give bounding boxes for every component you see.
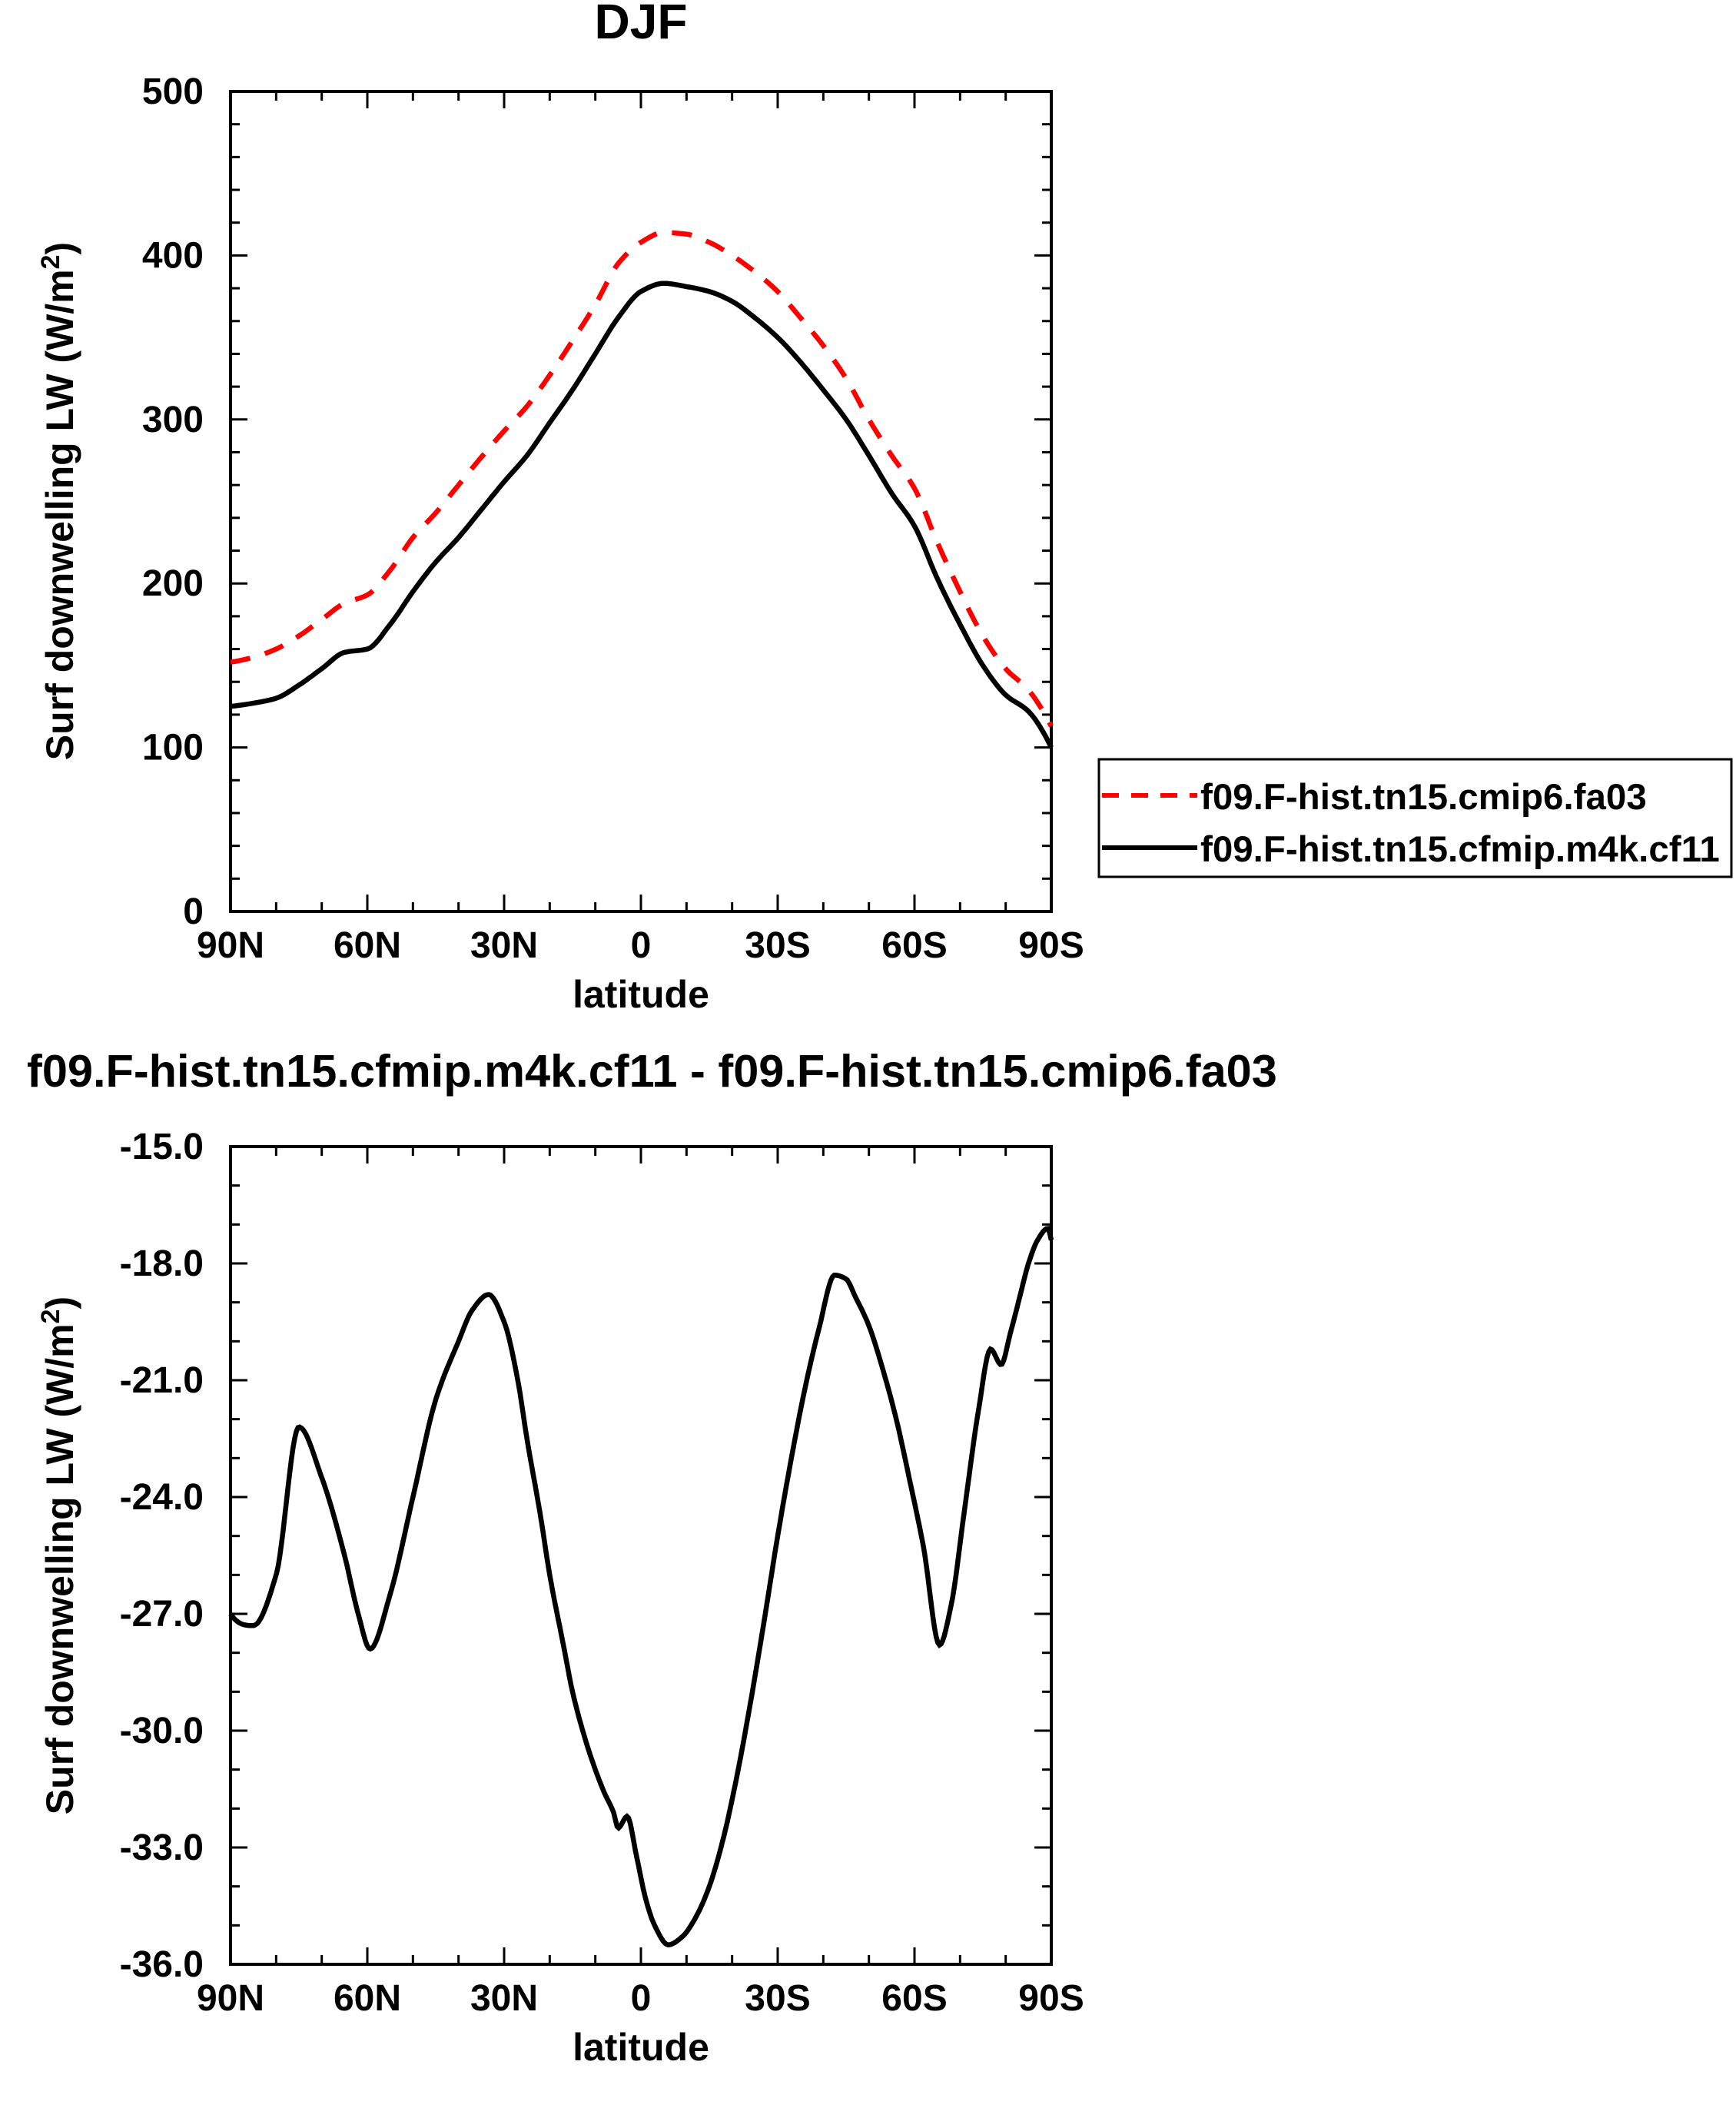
svg-text:30S: 30S bbox=[745, 925, 810, 966]
svg-text:f09.F-hist.tn15.cfmip.m4k.cf11: f09.F-hist.tn15.cfmip.m4k.cf11 bbox=[1200, 829, 1720, 870]
svg-text:-24.0: -24.0 bbox=[120, 1477, 204, 1518]
svg-text:-15.0: -15.0 bbox=[120, 1127, 204, 1167]
svg-text:90S: 90S bbox=[1018, 925, 1084, 966]
svg-text:90S: 90S bbox=[1018, 1978, 1084, 2019]
svg-text:-36.0: -36.0 bbox=[120, 1944, 204, 1985]
svg-text:-30.0: -30.0 bbox=[120, 1711, 204, 1751]
svg-text:200: 200 bbox=[142, 563, 204, 604]
svg-text:f09.F-hist.tn15.cmip6.fa03: f09.F-hist.tn15.cmip6.fa03 bbox=[1200, 777, 1647, 818]
svg-text:30S: 30S bbox=[745, 1978, 810, 2019]
svg-text:300: 300 bbox=[142, 400, 204, 440]
svg-text:0: 0 bbox=[631, 1978, 652, 2019]
svg-text:-33.0: -33.0 bbox=[120, 1827, 204, 1868]
svg-text:-27.0: -27.0 bbox=[120, 1594, 204, 1635]
svg-text:30N: 30N bbox=[470, 1978, 538, 2019]
svg-text:90N: 90N bbox=[197, 1978, 264, 2019]
svg-text:0: 0 bbox=[631, 925, 652, 966]
svg-text:latitude: latitude bbox=[573, 2026, 709, 2069]
svg-text:60S: 60S bbox=[881, 1978, 947, 2019]
svg-text:f09.F-hist.tn15.cfmip.m4k.cf11: f09.F-hist.tn15.cfmip.m4k.cf11 - f09.F-h… bbox=[27, 1045, 1277, 1097]
svg-text:100: 100 bbox=[142, 728, 204, 769]
svg-text:60N: 60N bbox=[334, 925, 401, 966]
svg-text:30N: 30N bbox=[470, 925, 538, 966]
svg-text:DJF: DJF bbox=[595, 0, 688, 49]
svg-text:400: 400 bbox=[142, 235, 204, 276]
svg-text:Surf downwelling LW (W/m2): Surf downwelling LW (W/m2) bbox=[36, 242, 81, 760]
svg-text:-21.0: -21.0 bbox=[120, 1360, 204, 1401]
svg-text:500: 500 bbox=[142, 71, 204, 112]
svg-text:90N: 90N bbox=[197, 925, 264, 966]
svg-text:60N: 60N bbox=[334, 1978, 401, 2019]
svg-text:latitude: latitude bbox=[573, 973, 709, 1016]
svg-text:Surf downwelling LW (W/m2): Surf downwelling LW (W/m2) bbox=[36, 1296, 81, 1814]
svg-text:-18.0: -18.0 bbox=[120, 1243, 204, 1284]
svg-text:60S: 60S bbox=[881, 925, 947, 966]
